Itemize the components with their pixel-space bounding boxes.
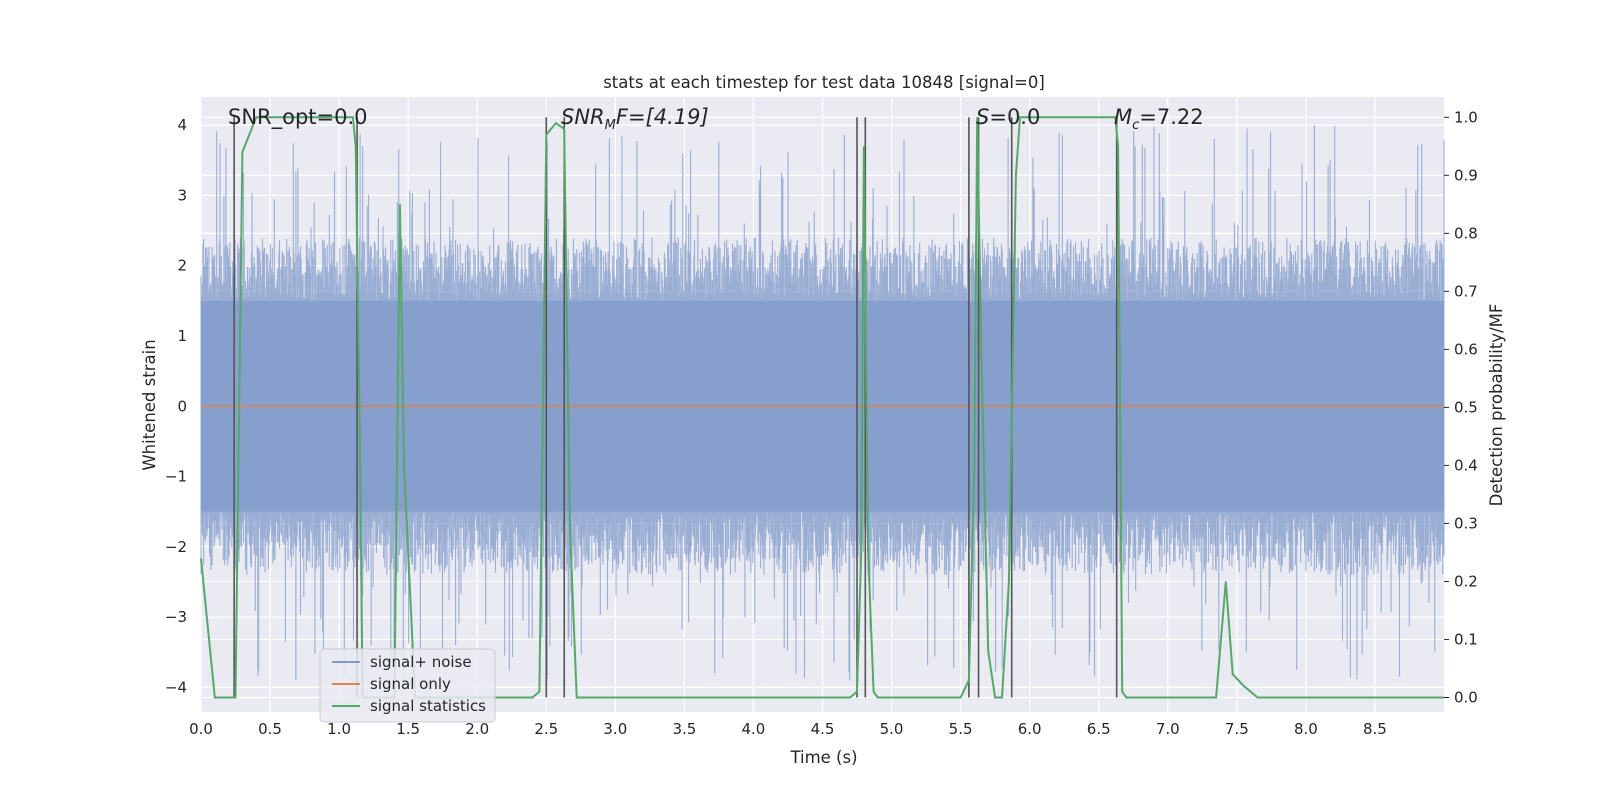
right-tick-label: 0.4 xyxy=(1454,456,1478,474)
left-tick-label: 4 xyxy=(177,116,187,134)
annotation-snr-mf-symbol: SNR xyxy=(561,105,605,129)
x-tick-label: 1.0 xyxy=(327,720,351,738)
legend-box xyxy=(319,648,496,723)
left-tick-label: 2 xyxy=(177,257,187,275)
right-tick-label: 0.2 xyxy=(1454,572,1478,590)
left-axis-label: Whitened strain xyxy=(140,339,159,470)
right-tick-label: 0.3 xyxy=(1454,514,1478,532)
x-tick-label: 6.0 xyxy=(1018,720,1042,738)
left-tick-label: −4 xyxy=(165,678,187,696)
annotation-s-symbol: S xyxy=(976,105,989,129)
annotation-snr-mf-subscript: M xyxy=(605,118,616,133)
legend-label-signal-only: signal only xyxy=(370,675,451,693)
annotation-snr-mf-rest: F=[4.19] xyxy=(616,105,709,129)
chart-title: stats at each timestep for test data 108… xyxy=(603,73,1045,92)
x-tick-label: 2.0 xyxy=(465,720,489,738)
x-axis-ticks: 0.0 0.5 1.0 1.5 2.0 2.5 3.0 3.5 4.0 4.5 5.0 5.5 6.0 6… xyxy=(189,720,1387,738)
left-tick-label: −3 xyxy=(165,608,187,626)
annotation-mc: Mc=7.22 xyxy=(1114,105,1204,133)
x-tick-label: 1.5 xyxy=(396,720,420,738)
right-axis-ticks: 1.0 0.9 0.8 0.7 0.6 0.5 0.4 0.3 0.2 0.1 0.0 xyxy=(1444,108,1478,706)
annotation-snr-mf: SNRMF=[4.19] xyxy=(561,105,709,133)
right-axis-label: Detection probability/MF xyxy=(1487,304,1506,507)
left-tick-label: 3 xyxy=(177,186,187,204)
x-tick-label: 5.5 xyxy=(949,720,973,738)
annotation-mc-value: =7.22 xyxy=(1139,105,1203,129)
right-tick-label: 0.5 xyxy=(1454,398,1478,416)
annotation-s: S=0.0 xyxy=(976,105,1040,129)
right-tick-label: 1.0 xyxy=(1454,108,1478,126)
legend-label-noise: signal+ noise xyxy=(370,653,472,671)
right-tick-label: 0.8 xyxy=(1454,224,1478,242)
right-tick-label: 0.1 xyxy=(1454,630,1478,648)
left-tick-label: −1 xyxy=(165,468,187,486)
x-tick-label: 5.0 xyxy=(880,720,904,738)
right-tick-label: 0.7 xyxy=(1454,282,1478,300)
left-tick-label: −2 xyxy=(165,538,187,556)
annotation-s-value: =0.0 xyxy=(989,105,1040,129)
x-tick-label: 0.5 xyxy=(258,720,282,738)
x-tick-label: 0.0 xyxy=(189,720,213,738)
left-tick-label: 1 xyxy=(177,327,187,345)
x-tick-label: 6.5 xyxy=(1087,720,1111,738)
annotation-mc-subscript: c xyxy=(1132,118,1139,133)
x-tick-label: 8.0 xyxy=(1294,720,1318,738)
x-tick-label: 2.5 xyxy=(534,720,558,738)
x-tick-label: 3.5 xyxy=(672,720,696,738)
annotation-snr-opt: SNR_opt=0.0 xyxy=(228,105,368,130)
x-tick-label: 4.0 xyxy=(742,720,766,738)
left-axis-ticks: 4 3 2 1 0 −1 −2 −3 −4 xyxy=(165,116,187,696)
legend-label-statistics: signal statistics xyxy=(370,697,486,715)
legend: signal+ noise signal only signal statist… xyxy=(319,648,496,723)
x-tick-label: 7.0 xyxy=(1156,720,1180,738)
x-tick-label: 4.5 xyxy=(811,720,835,738)
right-tick-label: 0.9 xyxy=(1454,166,1478,184)
x-tick-label: 7.5 xyxy=(1225,720,1249,738)
x-tick-label: 3.0 xyxy=(603,720,627,738)
signal-statistics-series xyxy=(200,116,1444,699)
right-tick-label: 0.6 xyxy=(1454,340,1478,358)
annotation-mc-symbol: M xyxy=(1114,105,1132,129)
right-tick-label: 0.0 xyxy=(1454,688,1478,706)
x-axis-label: Time (s) xyxy=(789,748,857,767)
x-tick-label: 8.5 xyxy=(1363,720,1387,738)
left-tick-label: 0 xyxy=(177,397,187,415)
